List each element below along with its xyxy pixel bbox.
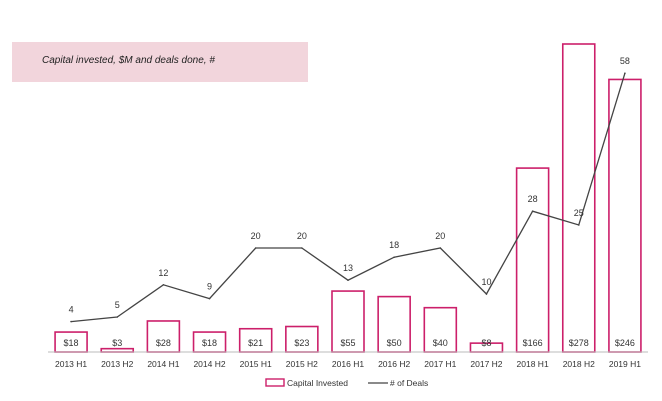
bar-2018-h1 (515, 167, 550, 353)
deals-value-label: 28 (528, 194, 538, 204)
deals-point (254, 247, 257, 249)
x-tick-label: 2013 H2 (101, 359, 133, 369)
bar-value-label: $246 (615, 338, 635, 348)
bar-value-label: $23 (294, 338, 309, 348)
bar-2019-h1 (608, 78, 642, 353)
deals-point (208, 297, 211, 300)
bars-layer (54, 43, 642, 353)
bar-value-label: $50 (387, 338, 402, 348)
deals-value-label: 25 (574, 208, 584, 218)
deals-value-label: 58 (620, 56, 630, 66)
x-tick-label: 2016 H2 (378, 359, 410, 369)
bar-2017-h1 (423, 306, 458, 353)
bar-value-label: $8 (481, 338, 491, 348)
deals-value-label: 20 (435, 231, 445, 241)
deals-value-label: 5 (115, 300, 120, 310)
deal-labels-layer: 4 5 12 9 20 20 13 18 20 10 28 25 58 (69, 56, 630, 314)
bar-value-label: $18 (64, 338, 79, 348)
deals-value-label: 20 (251, 231, 261, 241)
bar-2016-h1 (331, 290, 365, 353)
deals-point (347, 279, 349, 282)
deals-value-label: 10 (481, 277, 491, 287)
deals-value-label: 13 (343, 263, 353, 273)
bar-2015-h2 (285, 325, 319, 353)
legend-label-deals: # of Deals (390, 378, 428, 388)
deals-point (162, 284, 165, 286)
deals-point (393, 256, 395, 259)
deals-value-label: 12 (158, 268, 168, 278)
chart-title-box: Capital invested, $M and deals done, # (12, 42, 308, 82)
x-tick-label: 2015 H2 (286, 359, 318, 369)
x-tick-label: 2016 H1 (332, 359, 364, 369)
deals-point (70, 320, 72, 323)
legend-label-capital-invested: Capital Invested (287, 378, 348, 388)
bar-value-label: $40 (433, 338, 448, 348)
x-tick-label: 2014 H2 (193, 359, 225, 369)
x-tick-labels: 2013 H1 2013 H2 2014 H1 2014 H2 2015 H1 2015 … (55, 359, 641, 369)
deals-point (624, 72, 626, 74)
x-tick-label: 2017 H2 (470, 359, 502, 369)
x-tick-label: 2018 H2 (563, 359, 595, 369)
chart-title: Capital invested, $M and deals done, # (42, 55, 215, 66)
bar-value-label: $55 (340, 338, 355, 348)
deals-point (439, 247, 442, 249)
deals-value-label: 20 (297, 231, 307, 241)
deals-value-label: 4 (69, 305, 74, 315)
bar-2016-h2 (377, 295, 411, 353)
legend: Capital Invested # of Deals (265, 378, 428, 388)
deals-value-label: 9 (207, 282, 212, 292)
bar-value-label: $21 (248, 338, 263, 348)
bar-value-label: $166 (523, 338, 543, 348)
x-tick-label: 2018 H1 (517, 359, 549, 369)
deals-point (116, 316, 119, 318)
bar-value-label: $28 (156, 338, 171, 348)
bar-value-label: $278 (569, 338, 589, 348)
x-tick-label: 2019 H1 (609, 359, 641, 369)
deals-line-layer (70, 72, 626, 323)
deals-point (577, 224, 580, 226)
x-tick-label: 2017 H1 (424, 359, 456, 369)
bar-value-label: $3 (112, 338, 122, 348)
x-tick-label: 2013 H1 (55, 359, 87, 369)
x-tick-label: 2014 H1 (147, 359, 179, 369)
deals-value-label: 18 (389, 240, 399, 250)
deals-point (301, 247, 303, 249)
bar-2014-h1 (146, 320, 181, 353)
legend-swatch-capital-invested (265, 378, 285, 387)
deals-point (485, 293, 488, 295)
bar-labels-layer: $18 $3 $28 $18 $21 $23 $55 $50 $40 $8 $166 $278 $246 (64, 338, 635, 348)
bar-2018-h2 (561, 43, 596, 353)
x-tick-label: 2015 H1 (240, 359, 272, 369)
bar-value-label: $18 (202, 338, 217, 348)
deals-point (531, 210, 534, 212)
